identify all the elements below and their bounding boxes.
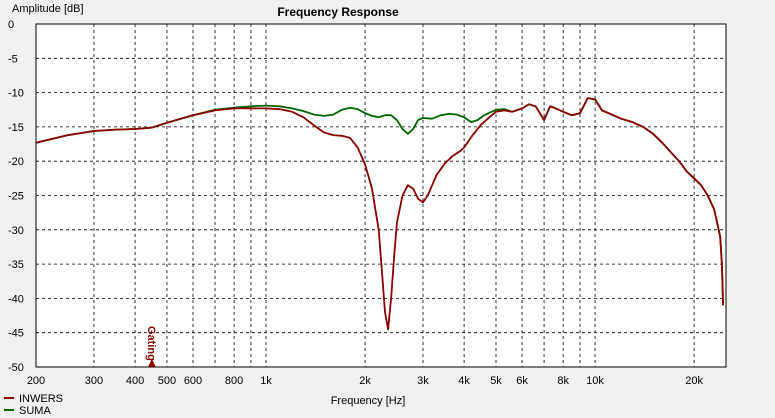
y-tick-label: -25 <box>8 191 24 203</box>
x-tick-label: 600 <box>184 375 202 387</box>
y-tick-label: -10 <box>8 88 24 100</box>
y-tick-label: -15 <box>8 122 24 134</box>
legend-label: INWERS <box>19 393 63 405</box>
legend-label: SUMA <box>19 405 51 417</box>
x-axis-ticks: 200 300 400 500 600 800 1k 2k 3k 4k 5k 6k 8k 10k 20k <box>27 375 704 387</box>
plot-border <box>35 23 727 368</box>
chart-title: Frequency Response <box>277 5 399 19</box>
x-tick-label: 1k <box>260 375 272 387</box>
y-tick-label: -35 <box>8 259 24 271</box>
y-axis-ticks: 0 -5 -10 -15 -20 -25 -30 -35 -40 -45 -50 <box>8 19 24 374</box>
x-tick-label: 10k <box>586 375 604 387</box>
x-tick-label: 2k <box>359 375 371 387</box>
y-tick-label: 0 <box>8 19 14 31</box>
series-lines <box>35 97 724 331</box>
x-tick-label: 5k <box>490 375 502 387</box>
y-tick-label: -50 <box>8 362 24 374</box>
x-axis-label: Frequency [Hz] <box>331 395 406 407</box>
y-tick-label: -40 <box>8 293 24 305</box>
x-tick-label: 20k <box>685 375 703 387</box>
x-tick-label: 500 <box>158 375 176 387</box>
x-tick-label: 200 <box>27 375 45 387</box>
x-tick-label: 300 <box>85 375 103 387</box>
x-tick-label: 800 <box>225 375 243 387</box>
y-tick-label: -20 <box>8 156 24 168</box>
y-tick-label: -45 <box>8 328 24 340</box>
x-tick-label: 8k <box>557 375 569 387</box>
x-tick-label: 6k <box>516 375 528 387</box>
x-tick-label: 3k <box>417 375 429 387</box>
gating-marker <box>147 359 156 367</box>
gating-label: Gating <box>145 326 157 361</box>
y-axis-label: Amplitude [dB] <box>12 3 84 15</box>
x-tick-label: 4k <box>458 375 470 387</box>
gating-annotation: Gating <box>145 326 157 367</box>
x-tick-label: 400 <box>126 375 144 387</box>
series-line-inwers <box>35 97 724 331</box>
y-tick-label: -5 <box>8 53 18 65</box>
plot-frame <box>35 23 727 368</box>
y-tick-label: -30 <box>8 225 24 237</box>
